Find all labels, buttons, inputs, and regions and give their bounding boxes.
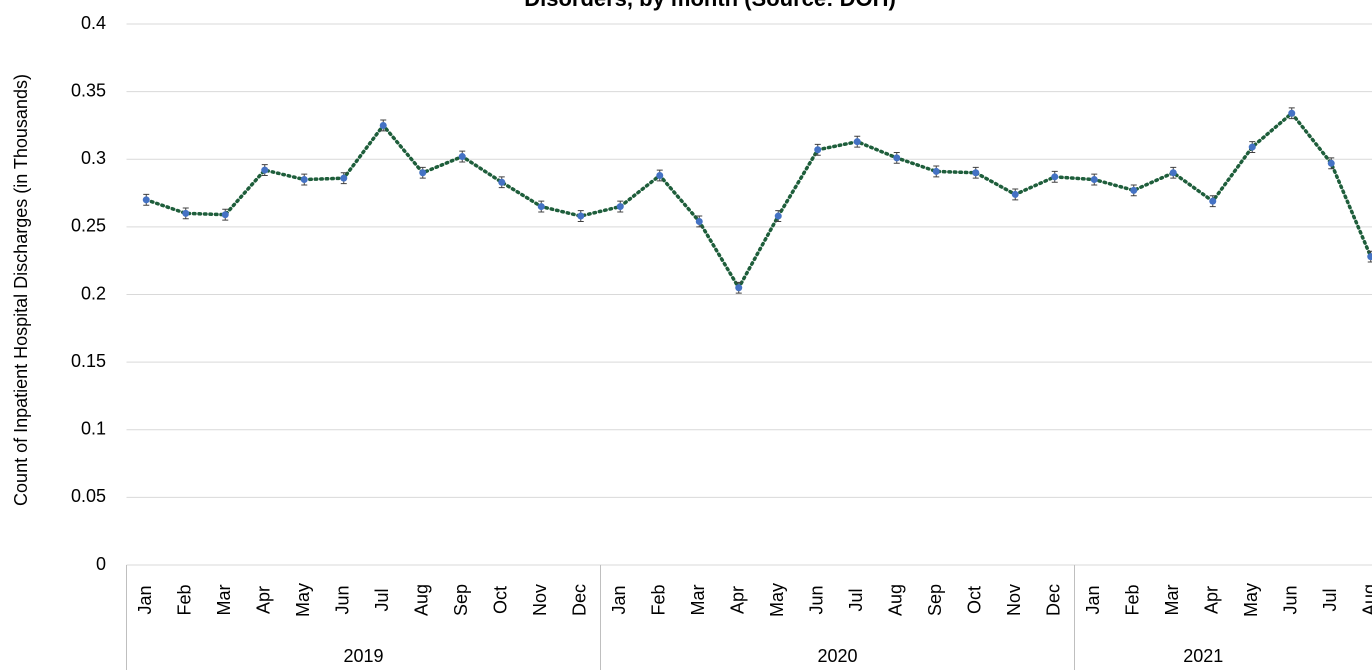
data-point <box>695 217 703 225</box>
x-tick-label: Jun <box>1281 585 1301 614</box>
data-point <box>735 284 743 292</box>
y-axis-label: Count of Inpatient Hospital Discharges (… <box>11 74 31 506</box>
x-tick-label: Apr <box>254 586 274 614</box>
x-tick-label: Apr <box>1202 586 1222 614</box>
group-label: 2019 <box>343 646 383 666</box>
x-tick-label: Jun <box>807 585 827 614</box>
data-point <box>221 211 229 219</box>
x-tick-label: Aug <box>1360 584 1372 616</box>
chart-title: Disorders, by month (Source: DOH) <box>524 0 896 11</box>
data-point <box>1367 253 1372 261</box>
data-point <box>972 169 980 177</box>
y-tick-label: 0.05 <box>71 486 106 506</box>
x-tick-label: Apr <box>728 586 748 614</box>
y-tick-label: 0.35 <box>71 80 106 100</box>
y-tick-label: 0 <box>96 554 106 574</box>
data-point <box>656 171 664 179</box>
x-tick-label: Aug <box>886 584 906 616</box>
data-point <box>379 121 387 129</box>
y-tick-label: 0.2 <box>81 283 106 303</box>
data-point <box>577 212 585 220</box>
x-tick-label: May <box>293 583 313 617</box>
x-tick-label: Jul <box>1320 588 1340 611</box>
data-point <box>893 154 901 162</box>
y-tick-label: 0.15 <box>71 351 106 371</box>
data-point <box>1327 159 1335 167</box>
y-tick-label: 0.4 <box>81 13 106 33</box>
data-point <box>261 166 269 174</box>
x-tick-label: Sep <box>451 584 471 616</box>
x-tick-label: Feb <box>175 584 195 615</box>
x-tick-label: Mar <box>214 584 234 615</box>
data-point <box>1090 176 1098 184</box>
x-tick-label: Mar <box>688 584 708 615</box>
x-tick-label: Jan <box>609 585 629 614</box>
y-tick-label: 0.1 <box>81 419 106 439</box>
x-tick-label: Oct <box>491 586 511 614</box>
x-tick-label: Jan <box>135 585 155 614</box>
data-point <box>537 203 545 211</box>
x-tick-label: May <box>767 583 787 617</box>
data-point <box>1130 186 1138 194</box>
data-point <box>1011 190 1019 198</box>
x-tick-label: Aug <box>412 584 432 616</box>
data-point <box>340 174 348 182</box>
x-tick-label: Dec <box>1044 584 1064 616</box>
y-tick-label: 0.25 <box>71 216 106 236</box>
data-point <box>774 212 782 220</box>
x-tick-label: Sep <box>925 584 945 616</box>
data-point <box>300 176 308 184</box>
x-tick-label: Oct <box>965 586 985 614</box>
x-tick-label: Jan <box>1083 585 1103 614</box>
data-point <box>1288 109 1296 117</box>
data-point <box>419 169 427 177</box>
data-point <box>814 146 822 154</box>
data-point <box>853 138 861 146</box>
x-tick-label: Jul <box>372 588 392 611</box>
data-point <box>458 153 466 161</box>
x-tick-label: Nov <box>1004 584 1024 616</box>
data-point <box>182 209 190 217</box>
data-point <box>932 167 940 175</box>
x-tick-label: Mar <box>1162 584 1182 615</box>
x-tick-label: Nov <box>530 584 550 616</box>
group-label: 2021 <box>1183 646 1223 666</box>
x-tick-label: Jul <box>846 588 866 611</box>
data-point <box>498 178 506 186</box>
data-point <box>1051 173 1059 181</box>
data-point <box>1169 169 1177 177</box>
data-point <box>1248 143 1256 151</box>
x-tick-label: Jun <box>333 585 353 614</box>
data-point <box>1209 197 1217 205</box>
data-point <box>616 203 624 211</box>
x-tick-label: Feb <box>1123 584 1143 615</box>
line <box>144 110 1372 292</box>
group-label: 2020 <box>817 646 857 666</box>
x-tick-label: May <box>1241 583 1261 617</box>
x-tick-label: Feb <box>649 584 669 615</box>
y-tick-label: 0.3 <box>81 148 106 168</box>
x-tick-label: Dec <box>570 584 590 616</box>
data-point <box>142 196 150 204</box>
